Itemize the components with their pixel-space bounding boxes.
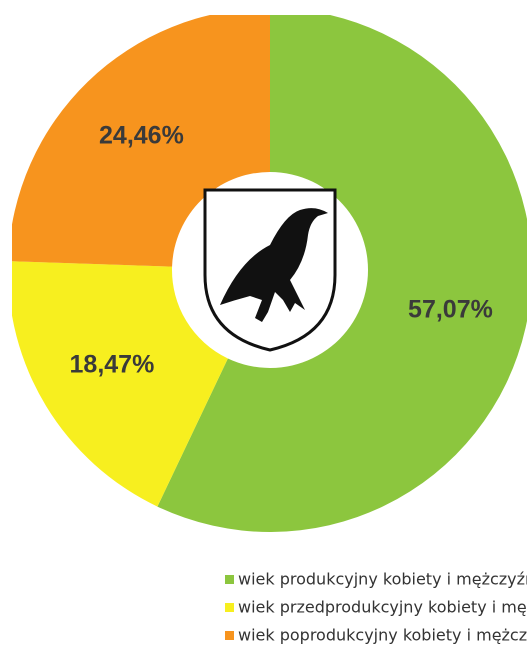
value-label: 57,07% <box>408 295 493 323</box>
legend-swatch <box>225 631 234 640</box>
legend-label: wiek produkcyjny kobiety i mężczyźni <box>238 570 527 589</box>
donut-slice <box>12 261 228 507</box>
legend-swatch <box>225 575 234 584</box>
legend-label: wiek przedprodukcyjny kobiety i mężczyźn… <box>238 598 527 617</box>
donut-slice <box>157 15 527 532</box>
value-label: 18,47% <box>70 351 155 379</box>
legend: wiek produkcyjny kobiety i mężczyźni wiek… <box>225 570 527 645</box>
legend-swatch <box>225 603 234 612</box>
legend-label: wiek poprodukcyjny kobiety i mężczyźni <box>238 626 527 645</box>
donut-slice <box>12 15 270 267</box>
donut <box>12 15 527 532</box>
coat-of-arms <box>203 188 337 352</box>
value-label: 24,46% <box>99 122 184 150</box>
